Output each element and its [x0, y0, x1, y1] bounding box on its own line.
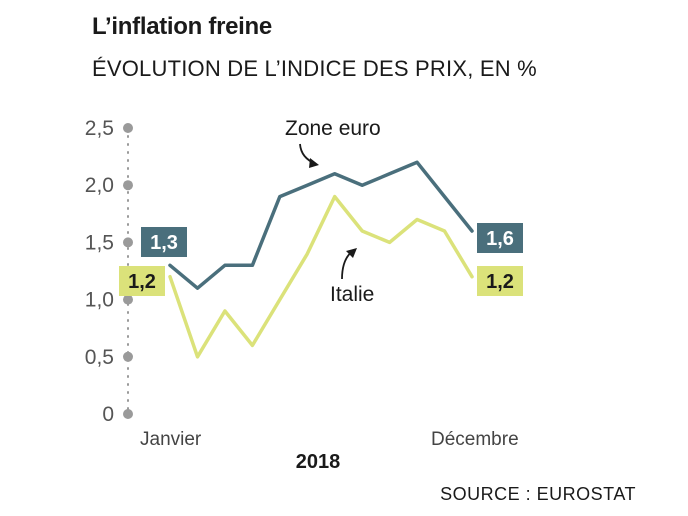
y-tick-label: 1,0	[85, 289, 114, 312]
series-line-zone-euro	[168, 160, 474, 290]
series-name-italie: Italie	[330, 283, 374, 306]
series-name-zone-euro: Zone euro	[285, 117, 381, 140]
y-tick-dot	[123, 294, 133, 305]
y-tick-label: 0,5	[85, 346, 114, 369]
chart-subtitle: ÉVOLUTION DE L’INDICE DES PRIX, EN %	[92, 56, 537, 81]
label-euro-start: 1,3	[150, 232, 178, 254]
y-tick-label: 1,5	[85, 231, 114, 254]
y-tick-label: 2,0	[85, 174, 114, 197]
y-tick-label: 0	[102, 403, 114, 426]
label-italie-end: 1,2	[486, 271, 514, 293]
label-euro-end-box	[477, 223, 523, 253]
y-tick-dot	[123, 409, 133, 419]
label-italie-end-box	[477, 266, 523, 296]
chart-title: L’inflation freine	[92, 13, 272, 40]
value-labels: 1,3 1,6 1,2 1,2 Zone euro Italie	[119, 117, 523, 306]
y-tick-dot	[123, 123, 133, 133]
x-tick-label-end: Décembre	[431, 429, 519, 450]
y-tick-dot	[123, 237, 133, 248]
series-group	[168, 160, 474, 359]
y-axis: 0 0,5 1,0 1,5 2,0 2,5	[85, 117, 133, 426]
series-line-italie	[168, 194, 474, 359]
arrowhead-zone-euro	[309, 158, 319, 168]
x-tick-label-start: Janvier	[140, 429, 202, 450]
label-italie-start-box	[119, 266, 165, 296]
source-note: SOURCE : EUROSTAT	[440, 484, 636, 504]
y-tick-dot	[123, 351, 133, 362]
label-euro-start-box	[141, 227, 187, 257]
y-tick-label: 2,5	[85, 117, 114, 140]
arrowhead-italie	[346, 248, 357, 258]
x-axis: Janvier Décembre 2018	[140, 429, 519, 473]
x-axis-title: 2018	[296, 451, 341, 473]
label-euro-end: 1,6	[486, 228, 514, 250]
label-italie-start: 1,2	[128, 271, 156, 293]
y-tick-dot	[123, 180, 133, 191]
